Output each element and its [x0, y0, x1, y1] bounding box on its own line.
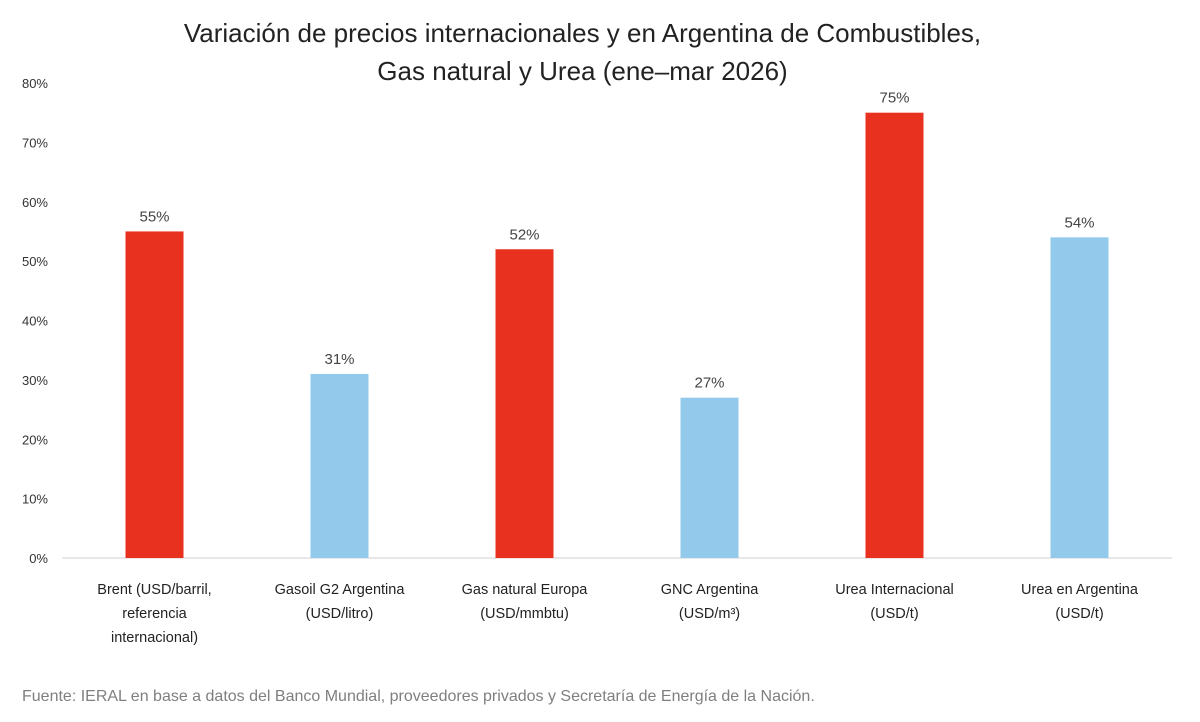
y-tick-label: 30%	[22, 373, 48, 388]
chart-title: Variación de precios internacionales y e…	[0, 14, 1165, 90]
x-tick-label: (USD/t)	[1055, 606, 1103, 622]
x-tick-label: Gas natural Europa	[462, 582, 589, 598]
y-tick-label: 40%	[22, 314, 48, 329]
x-tick-label: (USD/m³)	[679, 606, 740, 622]
x-tick-label: Brent (USD/barril,	[97, 582, 211, 598]
bar	[310, 373, 369, 558]
data-label: 52%	[509, 226, 539, 243]
x-tick-label: referencia	[122, 606, 187, 622]
y-tick-label: 50%	[22, 254, 48, 269]
y-tick-label: 10%	[22, 492, 48, 507]
data-label: 55%	[139, 208, 169, 225]
chart-title-line-1: Variación de precios internacionales y e…	[183, 18, 982, 48]
bar	[865, 112, 924, 558]
x-tick-label: internacional)	[111, 630, 198, 646]
bar	[495, 249, 554, 558]
y-tick-label: 60%	[22, 195, 48, 210]
data-label: 27%	[694, 375, 724, 392]
x-tick-label: (USD/mmbtu)	[480, 606, 569, 622]
bar	[680, 397, 739, 558]
x-tick-label: GNC Argentina	[661, 582, 759, 598]
data-label: 54%	[1064, 214, 1094, 231]
x-tick-label: Urea Internacional	[835, 582, 954, 598]
data-label: 75%	[879, 90, 909, 107]
x-tick-label: (USD/t)	[870, 606, 918, 622]
x-tick-label: Urea en Argentina	[1021, 582, 1139, 598]
y-tick-label: 20%	[22, 432, 48, 447]
y-tick-label: 80%	[22, 76, 48, 91]
data-label: 31%	[324, 351, 354, 368]
bar	[125, 231, 184, 558]
chart-title-line-2: Gas natural y Urea (ene–mar 2026)	[377, 56, 788, 86]
x-tick-label: (USD/litro)	[306, 606, 374, 622]
x-tick-label: Gasoil G2 Argentina	[275, 582, 406, 598]
y-tick-label: 0%	[29, 551, 48, 566]
bar	[1050, 237, 1109, 558]
source-note: Fuente: IERAL en base a datos del Banco …	[22, 688, 815, 705]
y-tick-label: 70%	[22, 135, 48, 150]
